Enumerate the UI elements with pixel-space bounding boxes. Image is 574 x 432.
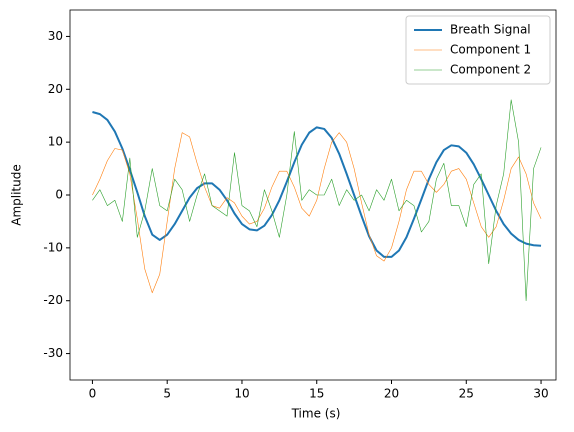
y-tick-label: 30 <box>48 29 63 43</box>
y-tick-label: 20 <box>48 82 63 96</box>
y-tick-label: 10 <box>48 135 63 149</box>
x-tick-label: 20 <box>384 387 399 401</box>
x-tick-label: 30 <box>533 387 548 401</box>
y-axis-label: Amplitude <box>10 164 24 226</box>
x-tick-label: 15 <box>309 387 324 401</box>
x-tick-label: 5 <box>163 387 171 401</box>
x-tick-label: 10 <box>234 387 249 401</box>
legend-box <box>405 15 551 85</box>
x-tick-label: 25 <box>459 387 474 401</box>
y-tick-label: -20 <box>43 293 63 307</box>
y-tick-label: -30 <box>43 346 63 360</box>
legend-label: Component 2 <box>450 63 531 77</box>
x-axis-label: Time (s) <box>291 407 341 421</box>
plot-frame <box>69 9 557 381</box>
legend: Breath Signal Component 1 Component 2 <box>405 15 551 85</box>
data-line <box>92 111 542 258</box>
y-tick-label: -10 <box>43 240 63 254</box>
legend-label: Component 1 <box>450 43 531 57</box>
y-tick-label: 0 <box>55 188 63 202</box>
legend-label: Breath Signal <box>450 23 531 37</box>
data-line <box>92 132 542 294</box>
x-tick-label: 0 <box>89 387 97 401</box>
data-line <box>92 99 542 302</box>
